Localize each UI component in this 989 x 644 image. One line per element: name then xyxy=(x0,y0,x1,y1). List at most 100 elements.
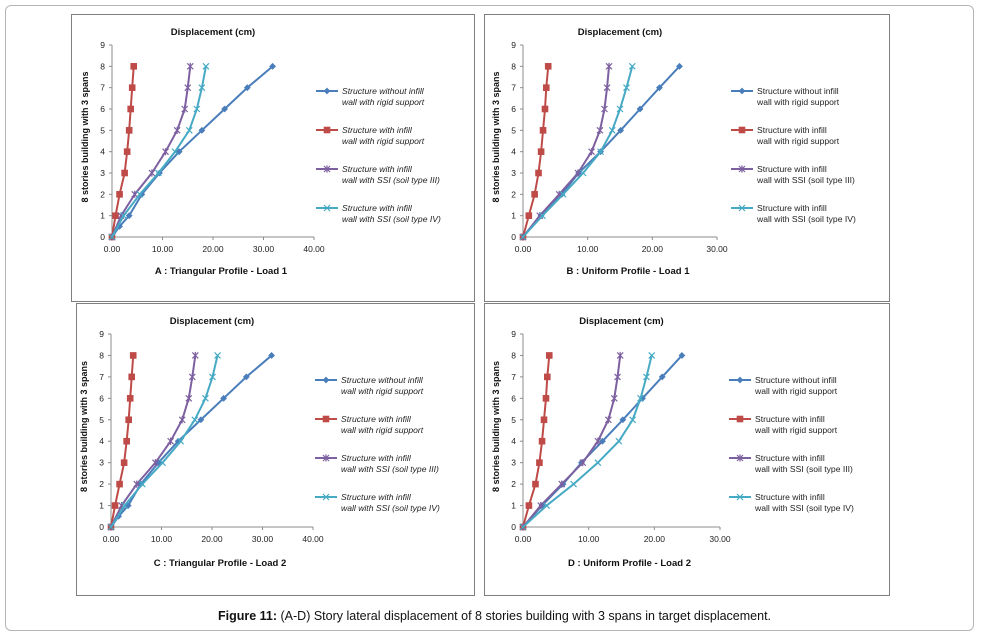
x-tick-label: 20.00 xyxy=(202,244,224,254)
data-point xyxy=(162,148,169,156)
x-axis-label: B : Uniform Profile - Load 1 xyxy=(567,266,691,277)
series-4 xyxy=(519,62,636,241)
data-point xyxy=(173,126,181,134)
legend-item: Structure with infill wall with SSI (soil… xyxy=(731,164,855,185)
data-point xyxy=(531,191,538,198)
legend-label: Structure with infill wall with SSI (soil… xyxy=(341,453,439,474)
chart-panel-d: Displacement (cm) 0 1 2 3 4 5 6 7 8 9 0.00 10.00 20.0… xyxy=(484,303,890,596)
data-point xyxy=(269,62,276,70)
legend-item: Structure with infill wall with rigid sup… xyxy=(315,414,424,435)
y-tick-label: 7 xyxy=(511,83,516,93)
series-line xyxy=(111,65,274,238)
x-tick-label: 0.00 xyxy=(103,534,120,544)
x-tick-label: 30.00 xyxy=(709,534,731,544)
figure-caption: Figure 11: (A-D) Story lateral displacem… xyxy=(0,609,989,623)
data-point xyxy=(185,394,193,402)
data-point xyxy=(658,373,666,381)
x-tick-label: 0.00 xyxy=(515,244,532,254)
data-point xyxy=(525,212,533,219)
data-point xyxy=(133,480,141,488)
legend-swatch-marker xyxy=(322,454,330,462)
data-point xyxy=(643,373,650,381)
legend-swatch-marker xyxy=(736,376,744,384)
y-tick-label: 3 xyxy=(511,168,516,178)
data-point xyxy=(519,233,527,241)
data-point xyxy=(186,62,194,70)
y-tick-label: 0 xyxy=(100,232,105,242)
legend-item: Structure without infill wall with rigid … xyxy=(731,86,840,107)
data-point xyxy=(629,416,637,424)
legend-swatch-marker xyxy=(736,415,744,423)
legend-label: Structure with infill wall with rigid sup… xyxy=(754,414,838,435)
data-point xyxy=(198,84,206,92)
data-point xyxy=(185,126,193,134)
legend-label: Structure without infill wall with rigid … xyxy=(756,86,840,107)
y-tick-label: 3 xyxy=(511,458,516,468)
x-tick-label: 30.00 xyxy=(253,244,275,254)
chart-svg: Displacement (cm) 0 1 2 3 4 5 6 7 8 9 0.00 10.00 20.0… xyxy=(491,316,854,569)
data-point xyxy=(538,212,546,220)
y-axis-label: 8 stories building with 3 spans xyxy=(80,71,90,202)
legend-swatch-marker xyxy=(736,493,744,501)
data-point xyxy=(202,62,210,70)
data-point xyxy=(184,84,192,92)
y-tick-label: 1 xyxy=(511,211,516,221)
data-point xyxy=(125,416,132,424)
series-4 xyxy=(108,62,210,241)
x-tick-label: 40.00 xyxy=(302,534,324,544)
data-point xyxy=(544,63,552,70)
legend-item: Structure with infill wall with SSI (soil… xyxy=(731,203,856,224)
data-point xyxy=(112,212,119,219)
data-point xyxy=(594,459,602,467)
data-point xyxy=(601,105,608,113)
series-line xyxy=(522,66,611,238)
data-point xyxy=(198,126,206,134)
y-tick-label: 4 xyxy=(511,436,516,446)
data-point xyxy=(123,148,131,155)
data-point xyxy=(579,169,587,177)
data-point xyxy=(128,84,136,91)
y-tick-label: 0 xyxy=(511,522,516,532)
data-point xyxy=(221,105,229,113)
data-point xyxy=(656,84,663,92)
data-point xyxy=(209,373,216,381)
data-point xyxy=(108,233,116,241)
x-tick-label: 40.00 xyxy=(303,244,325,254)
x-tick-label: 20.00 xyxy=(642,244,664,254)
data-point xyxy=(129,352,137,359)
data-point xyxy=(608,126,616,134)
y-tick-label: 9 xyxy=(100,40,105,50)
legend-label: Structure with infill wall with SSI (soil… xyxy=(754,453,853,474)
data-point xyxy=(541,105,549,113)
legend-label: Structure with infill wall with SSI (soil… xyxy=(341,492,440,513)
data-point xyxy=(155,169,162,177)
data-point xyxy=(594,437,602,445)
y-tick-label: 6 xyxy=(511,104,516,114)
y-tick-label: 1 xyxy=(99,501,104,511)
legend-label: Structure with infill wall with SSI (soil… xyxy=(756,164,855,185)
legend-item: Structure with infill wall with rigid sup… xyxy=(731,125,840,146)
y-axis-label: 8 stories building with 3 spans xyxy=(79,361,89,492)
data-point xyxy=(121,502,129,509)
y-tick-label: 6 xyxy=(100,104,105,114)
y-tick-label: 6 xyxy=(511,393,516,403)
legend-item: Structure with infill wall with SSI (soil… xyxy=(316,164,440,185)
data-point xyxy=(243,84,251,92)
legend-swatch-marker xyxy=(322,376,330,384)
data-point xyxy=(128,373,136,381)
chart-panel-a: Displacement (cm) 0 1 2 3 4 5 6 7 8 9 0.00 10.00 20.0… xyxy=(71,14,475,302)
data-point xyxy=(559,190,567,198)
legend-label: Structure with infill wall with rigid sup… xyxy=(756,125,840,146)
data-point xyxy=(116,191,123,198)
data-point xyxy=(619,416,627,424)
y-tick-label: 5 xyxy=(99,415,104,425)
y-tick-label: 8 xyxy=(511,61,516,71)
legend-item: Structure with infill wall with SSI (soil… xyxy=(315,453,439,474)
data-point xyxy=(610,394,618,402)
data-point xyxy=(111,502,119,509)
y-tick-label: 6 xyxy=(99,393,104,403)
y-tick-label: 5 xyxy=(100,125,105,135)
legend-item: Structure without infill wall with rigid … xyxy=(316,86,425,107)
data-point xyxy=(570,480,577,488)
series-4 xyxy=(107,352,221,531)
